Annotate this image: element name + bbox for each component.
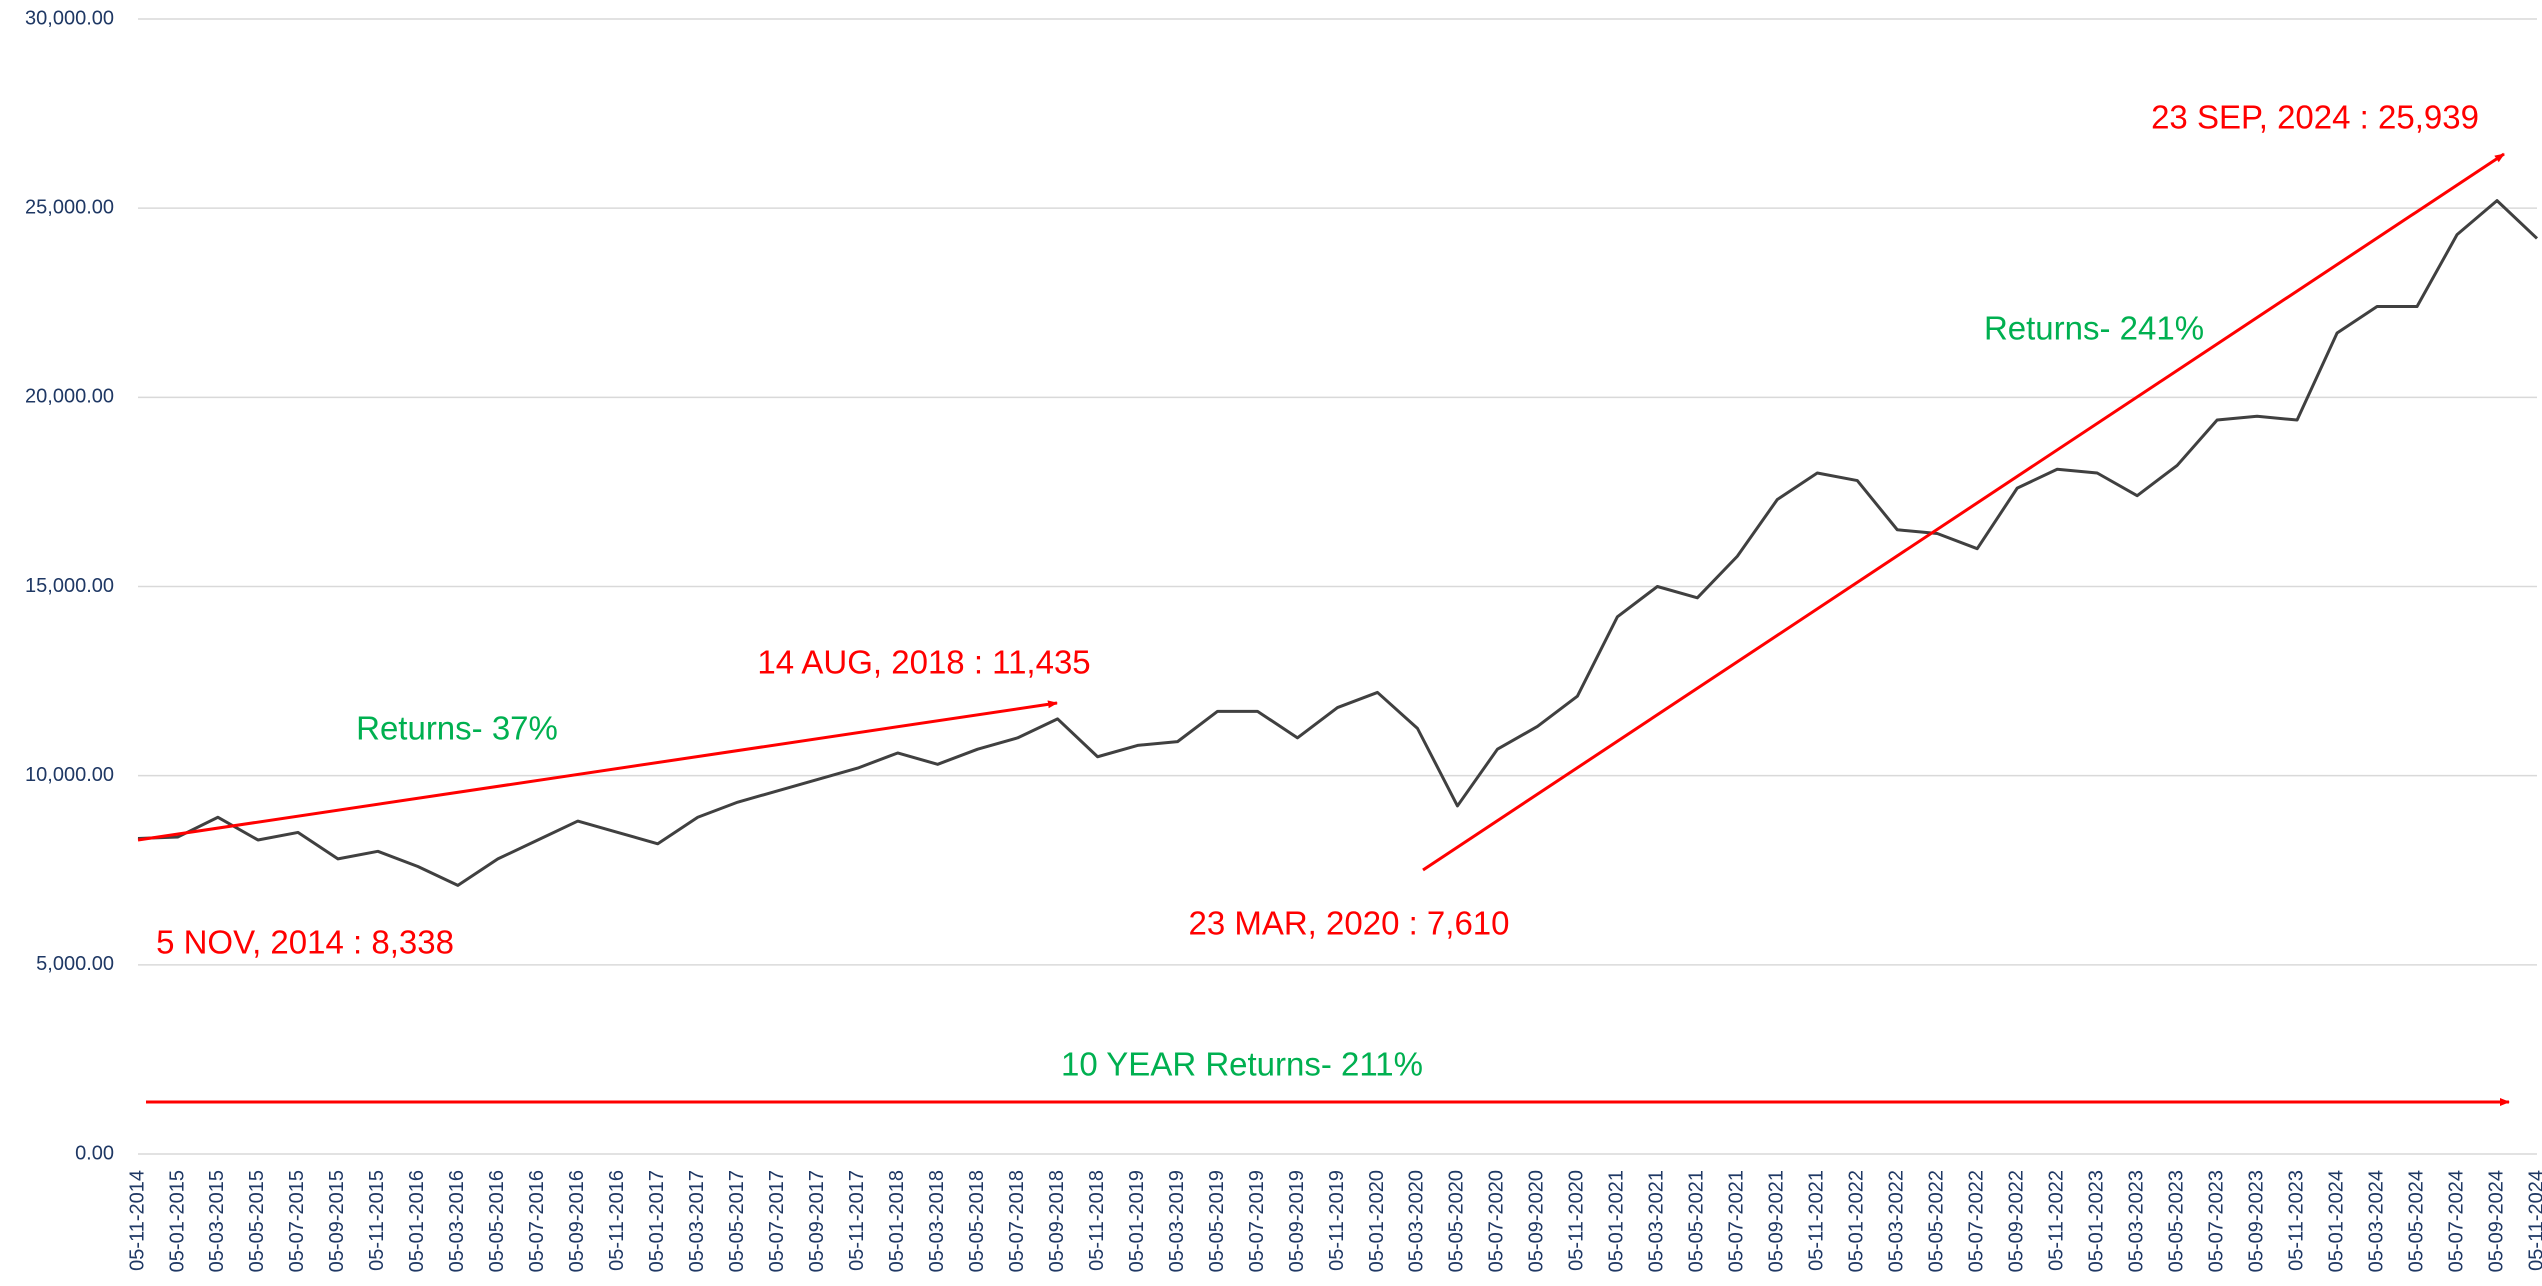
x-tick-label: 05-03-2016 bbox=[446, 1170, 468, 1272]
x-tick-label: 05-03-2023 bbox=[2125, 1170, 2147, 1272]
x-tick-label: 05-07-2021 bbox=[1726, 1170, 1748, 1272]
grid: 0.00 5,000.00 10,000.00 15,000.00 20,000.00 2… bbox=[25, 7, 2542, 1272]
arrow bbox=[1422, 152, 2505, 872]
x-tick-label: 05-11-2014 bbox=[126, 1170, 148, 1271]
y-tick-label: 5,000.00 bbox=[36, 953, 114, 975]
x-tick-label: 05-09-2021 bbox=[1766, 1170, 1788, 1272]
x-tick-label: 05-11-2017 bbox=[846, 1170, 868, 1271]
x-tick-label: 05-09-2018 bbox=[1046, 1170, 1068, 1272]
x-tick-label: 05-03-2022 bbox=[1886, 1170, 1908, 1272]
x-tick-label: 05-09-2024 bbox=[2485, 1170, 2507, 1272]
x-tick-label: 05-11-2022 bbox=[2045, 1170, 2067, 1271]
annotation: 14 AUG, 2018 : 11,435 bbox=[757, 644, 1090, 681]
x-tick-label: 05-01-2024 bbox=[2325, 1170, 2347, 1272]
annotation: 23 SEP, 2024 : 25,939 bbox=[2151, 99, 2479, 136]
x-tick-label: 05-07-2016 bbox=[526, 1170, 548, 1272]
x-tick-label: 05-05-2017 bbox=[726, 1170, 748, 1272]
x-tick-label: 05-09-2022 bbox=[2005, 1170, 2027, 1272]
y-tick-label: 30,000.00 bbox=[25, 7, 114, 29]
x-tick-label: 05-07-2018 bbox=[1006, 1170, 1028, 1272]
x-tick-label: 05-03-2017 bbox=[686, 1170, 708, 1272]
x-tick-label: 05-07-2020 bbox=[1486, 1170, 1508, 1272]
x-tick-label: 05-11-2023 bbox=[2285, 1170, 2307, 1271]
y-tick-label: 10,000.00 bbox=[25, 764, 114, 786]
x-tick-label: 05-11-2020 bbox=[1566, 1170, 1588, 1271]
x-tick-label: 05-07-2017 bbox=[766, 1170, 788, 1272]
x-tick-label: 05-09-2019 bbox=[1286, 1170, 1308, 1272]
x-tick-label: 05-01-2021 bbox=[1606, 1170, 1628, 1272]
x-tick-label: 05-01-2022 bbox=[1846, 1170, 1868, 1272]
arrow bbox=[137, 700, 1058, 842]
x-tick-label: 05-11-2019 bbox=[1326, 1170, 1348, 1271]
x-tick-label: 05-01-2015 bbox=[166, 1170, 188, 1272]
y-tick-label: 20,000.00 bbox=[25, 386, 114, 408]
y-tick-label: 15,000.00 bbox=[25, 575, 114, 597]
x-tick-label: 05-11-2015 bbox=[366, 1170, 388, 1271]
x-tick-label: 05-09-2017 bbox=[806, 1170, 828, 1272]
price-line bbox=[137, 199, 2539, 887]
x-tick-label: 05-05-2021 bbox=[1686, 1170, 1708, 1272]
x-tick-label: 05-05-2016 bbox=[486, 1170, 508, 1272]
y-tick-label: 0.00 bbox=[75, 1142, 114, 1164]
annotation: 5 NOV, 2014 : 8,338 bbox=[156, 924, 454, 961]
x-tick-label: 05-03-2015 bbox=[206, 1170, 228, 1272]
x-tick-label: 05-03-2019 bbox=[1166, 1170, 1188, 1272]
x-tick-label: 05-09-2023 bbox=[2245, 1170, 2267, 1272]
x-tick-label: 05-07-2015 bbox=[286, 1170, 308, 1272]
x-tick-label: 05-05-2022 bbox=[1926, 1170, 1948, 1272]
annotation: 10 YEAR Returns- 211% bbox=[1061, 1046, 1423, 1083]
x-tick-label: 05-05-2019 bbox=[1206, 1170, 1228, 1272]
x-tick-label: 05-05-2020 bbox=[1446, 1170, 1468, 1272]
x-tick-label: 05-05-2018 bbox=[966, 1170, 988, 1272]
x-tick-label: 05-01-2023 bbox=[2085, 1170, 2107, 1272]
x-tick-label: 05-05-2015 bbox=[246, 1170, 268, 1272]
x-tick-label: 05-07-2023 bbox=[2205, 1170, 2227, 1272]
plot bbox=[137, 199, 2539, 887]
x-tick-label: 05-01-2018 bbox=[886, 1170, 908, 1272]
x-tick-label: 05-11-2016 bbox=[606, 1170, 628, 1271]
x-tick-label: 05-11-2021 bbox=[1806, 1170, 1828, 1271]
x-tick-label: 05-01-2020 bbox=[1366, 1170, 1388, 1272]
x-tick-label: 05-01-2017 bbox=[646, 1170, 668, 1272]
annotation: Returns- 37% bbox=[356, 710, 558, 747]
y-tick-label: 25,000.00 bbox=[25, 196, 114, 218]
x-tick-label: 05-03-2018 bbox=[926, 1170, 948, 1272]
annotation: Returns- 241% bbox=[1984, 310, 2204, 347]
x-tick-label: 05-01-2019 bbox=[1126, 1170, 1148, 1272]
x-tick-label: 05-09-2020 bbox=[1526, 1170, 1548, 1272]
x-tick-label: 05-05-2024 bbox=[2405, 1170, 2427, 1272]
x-tick-label: 05-09-2015 bbox=[326, 1170, 348, 1272]
x-tick-label: 05-05-2023 bbox=[2165, 1170, 2187, 1272]
x-tick-label: 05-11-2018 bbox=[1086, 1170, 1108, 1271]
x-tick-label: 05-11-2024 bbox=[2525, 1170, 2542, 1271]
x-tick-label: 05-09-2016 bbox=[566, 1170, 588, 1272]
x-tick-label: 05-03-2024 bbox=[2365, 1170, 2387, 1272]
x-tick-label: 05-07-2022 bbox=[1966, 1170, 1988, 1272]
annotation: 23 MAR, 2020 : 7,610 bbox=[1188, 905, 1509, 942]
x-tick-label: 05-01-2016 bbox=[406, 1170, 428, 1272]
x-tick-label: 05-07-2024 bbox=[2445, 1170, 2467, 1272]
x-tick-label: 05-03-2020 bbox=[1406, 1170, 1428, 1272]
x-tick-label: 05-03-2021 bbox=[1646, 1170, 1668, 1272]
x-tick-label: 05-07-2019 bbox=[1246, 1170, 1268, 1272]
